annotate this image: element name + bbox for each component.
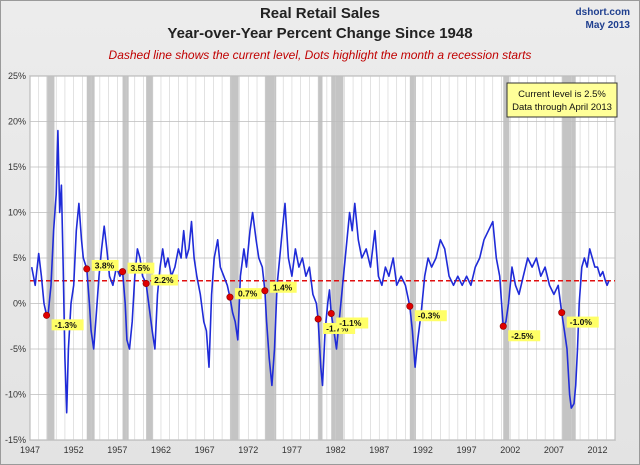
recession-label-bg xyxy=(51,319,84,331)
x-tick-label: 1972 xyxy=(238,445,258,455)
recession-label: -1.0% xyxy=(570,317,593,327)
recession-dot xyxy=(43,311,51,319)
info-box-bg xyxy=(506,82,618,118)
recession-label: 3.5% xyxy=(131,263,151,273)
recession-label-bg xyxy=(336,317,369,329)
recession-label-bg xyxy=(414,310,447,322)
recession-label-bg xyxy=(508,330,541,342)
x-tick-label: 2007 xyxy=(544,445,564,455)
x-tick-label: 1982 xyxy=(326,445,346,455)
x-tick-label: 2012 xyxy=(588,445,608,455)
x-tick-label: 2002 xyxy=(500,445,520,455)
y-tick-label: 20% xyxy=(8,117,26,127)
chart-subtitle: Dashed line shows the current level, Dot… xyxy=(108,48,532,62)
recession-label: -0.3% xyxy=(418,311,441,321)
chart-title-line1: Real Retail Sales xyxy=(259,5,381,22)
y-tick-label: -10% xyxy=(5,390,26,400)
series-group xyxy=(30,129,610,414)
recession-label-bg xyxy=(269,281,297,293)
info-box: Current level is 2.5% Data through April… xyxy=(506,82,618,118)
recession-label: 0.7% xyxy=(238,289,258,299)
x-tick-label: 1957 xyxy=(107,445,127,455)
gridlines xyxy=(29,75,616,441)
chart-title-line2: Year-over-Year Percent Change Since 1948 xyxy=(167,25,473,42)
x-tick-label: 1977 xyxy=(282,445,302,455)
x-tick-label: 1997 xyxy=(457,445,477,455)
recession-points: -1.3%3.8%3.5%2.2%0.7%1.4%-1.7%-1.1%-0.3%… xyxy=(43,259,599,342)
source-site: dshort.com xyxy=(575,7,630,18)
recession-label: -2.5% xyxy=(511,331,534,341)
recession-label: 3.8% xyxy=(95,260,115,270)
title-block: Real Retail Sales Year-over-Year Percent… xyxy=(0,4,640,65)
y-tick-label: 5% xyxy=(13,253,26,263)
x-tick-label: 1962 xyxy=(151,445,171,455)
recession-label-bg xyxy=(566,316,599,328)
x-tick-label: 1987 xyxy=(369,445,389,455)
source-date: May 2013 xyxy=(585,20,630,31)
recession-dot xyxy=(499,322,507,330)
recession-label-bg xyxy=(151,274,178,286)
recession-dot xyxy=(226,293,234,301)
y-tick-label: 10% xyxy=(8,208,26,218)
y-tick-label: -15% xyxy=(5,435,26,445)
series-line xyxy=(30,129,610,414)
info-box-line1: Current level is 2.5% xyxy=(518,89,606,100)
recession-label-bg xyxy=(91,259,119,271)
x-tick-label: 1967 xyxy=(195,445,215,455)
recession-label: 1.4% xyxy=(273,282,293,292)
recession-dot xyxy=(261,287,269,295)
x-tick-label: 1992 xyxy=(413,445,433,455)
recession-label: -1.3% xyxy=(55,320,78,330)
recession-label: 2.2% xyxy=(154,275,174,285)
source-block: dshort.com May 2013 xyxy=(576,6,630,32)
x-tick-label: 1952 xyxy=(64,445,84,455)
recession-dot xyxy=(83,265,91,273)
info-box-line2: Data through April 2013 xyxy=(512,102,612,113)
recession-dot xyxy=(119,268,127,276)
axes: -15% -10% -5% 0% 5% 10% 15% 20% 25% 1947 1952 1957 1… xyxy=(5,71,608,455)
recession-label-bg xyxy=(234,288,262,300)
recession-dot xyxy=(314,315,322,323)
recession-dot xyxy=(558,309,566,317)
recession-dot xyxy=(327,310,335,318)
recession-dot xyxy=(142,279,150,287)
x-tick-label: 1947 xyxy=(20,445,40,455)
recession-dot xyxy=(406,302,414,310)
recession-label-bg xyxy=(127,262,155,274)
y-tick-label: -5% xyxy=(10,344,26,354)
y-tick-label: 25% xyxy=(8,71,26,81)
recession-label: -1.1% xyxy=(339,318,362,328)
y-tick-label: 15% xyxy=(8,162,26,172)
y-tick-label: 0% xyxy=(13,299,26,309)
